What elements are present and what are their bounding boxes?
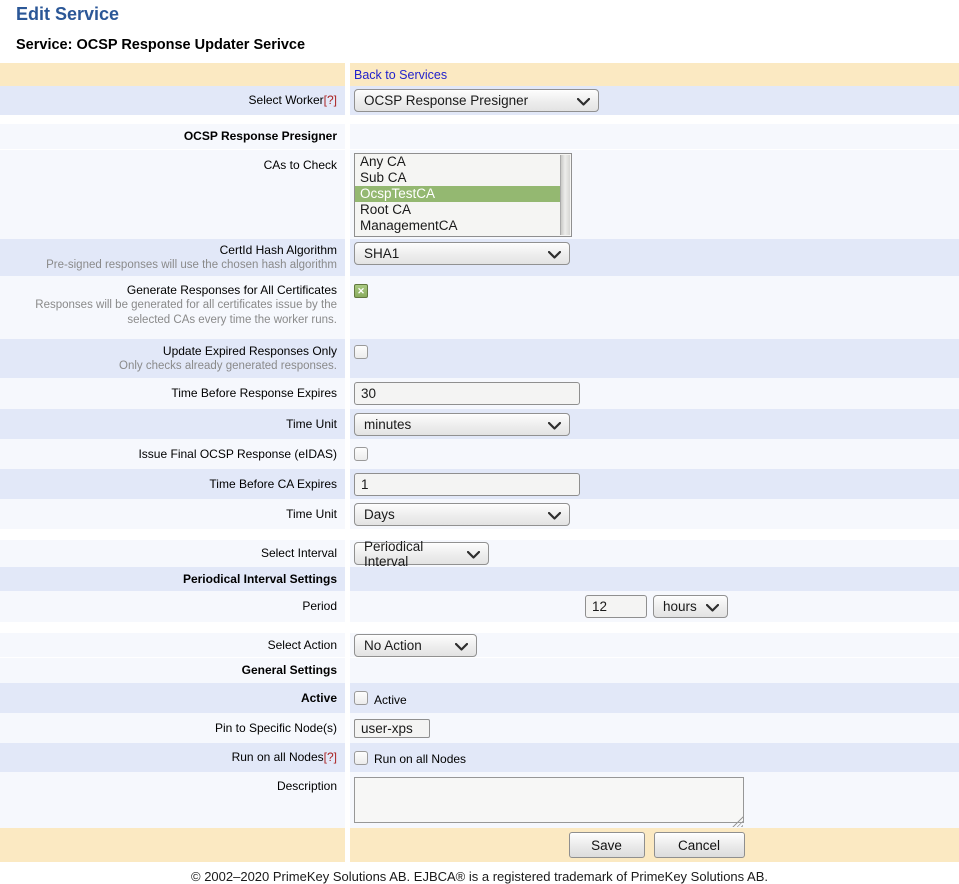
row-select-interval: Select Interval Periodical Interval	[0, 539, 959, 569]
row-back-to-services: Back to Services	[0, 63, 959, 86]
row-description: Description	[0, 772, 959, 828]
row-select-worker: Select Worker[?] OCSP Response Presigner	[0, 86, 959, 115]
period-label: Period	[302, 599, 337, 613]
cas-option[interactable]: Any CA	[360, 154, 406, 169]
issue-final-checkbox[interactable]	[354, 447, 368, 461]
time-unit-response-label: Time Unit	[286, 416, 337, 431]
update-expired-checkbox[interactable]	[354, 345, 368, 359]
row-select-action: Select Action No Action	[0, 633, 959, 658]
save-button[interactable]: Save	[568, 832, 645, 858]
hash-label: CertId Hash Algorithm	[219, 242, 337, 257]
chevron-down-icon	[577, 98, 590, 106]
chevron-down-icon	[548, 251, 561, 259]
period-value-input[interactable]	[585, 595, 647, 618]
generate-all-label: Generate Responses for All Certificates	[126, 283, 337, 297]
listbox-scrollbar[interactable]	[560, 155, 570, 235]
edit-service-form: Back to Services Select Worker[?] OCSP R…	[0, 63, 959, 862]
hash-algorithm-select[interactable]: SHA1	[354, 242, 570, 265]
issue-final-label: Issue Final OCSP Response (eIDAS)	[138, 446, 337, 461]
worker-section-title: OCSP Response Presigner	[183, 129, 337, 143]
page-title: Edit Service	[16, 4, 120, 24]
cas-label: CAs to Check	[263, 158, 337, 172]
cas-option[interactable]: ManagementCA	[360, 218, 458, 233]
select-worker-help-link[interactable]: [?]	[323, 93, 337, 107]
section-gap	[0, 622, 959, 633]
row-update-expired: Update Expired Responses Only Only check…	[0, 339, 959, 378]
time-unit-ca-select[interactable]: Days	[354, 502, 570, 526]
update-expired-help-text: Only checks already generated responses.	[119, 359, 337, 372]
chevron-down-icon	[548, 421, 561, 430]
copyright-footer: © 2002–2020 PrimeKey Solutions AB. EJBCA…	[191, 869, 768, 884]
row-generate-all: Generate Responses for All Certificates …	[0, 276, 959, 339]
run-all-label: Run on all Nodes	[231, 750, 324, 764]
interval-select[interactable]: Periodical Interval	[354, 539, 489, 569]
update-expired-label: Update Expired Responses Only	[162, 343, 337, 358]
chevron-down-icon	[548, 511, 561, 520]
row-run-all-nodes: Run on all Nodes[?] Run on all Nodes	[0, 743, 959, 772]
pin-node-label: Pin to Specific Node(s)	[214, 720, 337, 735]
run-all-checkbox[interactable]	[354, 750, 368, 765]
time-before-response-label: Time Before Response Expires	[171, 386, 337, 400]
general-section-title: General Settings	[241, 663, 337, 677]
pin-node-input[interactable]	[354, 718, 430, 738]
chevron-down-icon	[467, 551, 480, 559]
checkbox-check-icon: ✕	[357, 285, 365, 296]
run-all-help-link[interactable]: [?]	[323, 750, 337, 764]
time-unit-response-select[interactable]: minutes	[354, 412, 570, 436]
row-worker-section-header: OCSP Response Presigner	[0, 124, 959, 150]
select-worker-label: Select Worker	[248, 93, 324, 107]
run-all-checkbox-label: Run on all Nodes	[374, 752, 467, 766]
cas-option[interactable]: Sub CA	[360, 170, 407, 185]
time-before-response-input[interactable]	[354, 382, 580, 405]
active-label: Active	[300, 690, 337, 705]
generate-all-help-text: Responses will be generated for all cert…	[35, 299, 337, 326]
row-interval-section-header: Periodical Interval Settings	[0, 567, 959, 591]
service-name-heading: Service: OCSP Response Updater Serivce	[16, 37, 306, 53]
chevron-down-icon	[706, 604, 719, 612]
row-time-before-response: Time Before Response Expires	[0, 378, 959, 409]
section-gap	[0, 115, 959, 124]
row-cas-to-check: CAs to Check Any CA Sub CA OcspTestCA Ro…	[0, 150, 959, 239]
row-pin-node: Pin to Specific Node(s)	[0, 713, 959, 743]
generate-all-checkbox[interactable]: ✕	[354, 284, 368, 298]
row-issue-final: Issue Final OCSP Response (eIDAS)	[0, 439, 959, 469]
row-form-actions: Save Cancel	[0, 828, 959, 862]
row-time-before-ca: Time Before CA Expires	[0, 469, 959, 499]
worker-select[interactable]: OCSP Response Presigner	[354, 89, 599, 112]
hash-help-text: Pre-signed responses will use the chosen…	[46, 258, 337, 271]
action-select[interactable]: No Action	[354, 633, 477, 657]
active-checkbox[interactable]	[354, 691, 368, 705]
row-period: Period hours	[0, 591, 959, 622]
active-checkbox-label: Active	[374, 692, 407, 707]
select-interval-label: Select Interval	[260, 546, 337, 560]
period-unit-select[interactable]: hours	[653, 595, 728, 618]
cas-option-selected[interactable]: OcspTestCA	[355, 186, 560, 202]
cas-option[interactable]: Root CA	[360, 202, 412, 217]
time-unit-ca-label: Time Unit	[286, 506, 337, 521]
description-textarea[interactable]	[354, 777, 744, 823]
time-before-ca-input[interactable]	[354, 472, 580, 496]
row-general-section-header: General Settings	[0, 658, 959, 683]
time-before-ca-label: Time Before CA Expires	[209, 476, 337, 491]
description-label: Description	[276, 779, 337, 793]
chevron-down-icon	[455, 642, 468, 651]
row-time-unit-ca: Time Unit Days	[0, 499, 959, 529]
cancel-button[interactable]: Cancel	[653, 832, 745, 858]
back-to-services-link[interactable]: Back to Services	[354, 67, 448, 82]
cas-listbox[interactable]: Any CA Sub CA OcspTestCA Root CA Managem…	[354, 153, 572, 237]
row-hash-algorithm: CertId Hash Algorithm Pre-signed respons…	[0, 239, 959, 276]
section-gap	[0, 529, 959, 540]
interval-section-title: Periodical Interval Settings	[182, 571, 337, 586]
row-active: Active Active	[0, 683, 959, 713]
row-time-unit-response: Time Unit minutes	[0, 409, 959, 439]
select-action-label: Select Action	[267, 637, 337, 652]
